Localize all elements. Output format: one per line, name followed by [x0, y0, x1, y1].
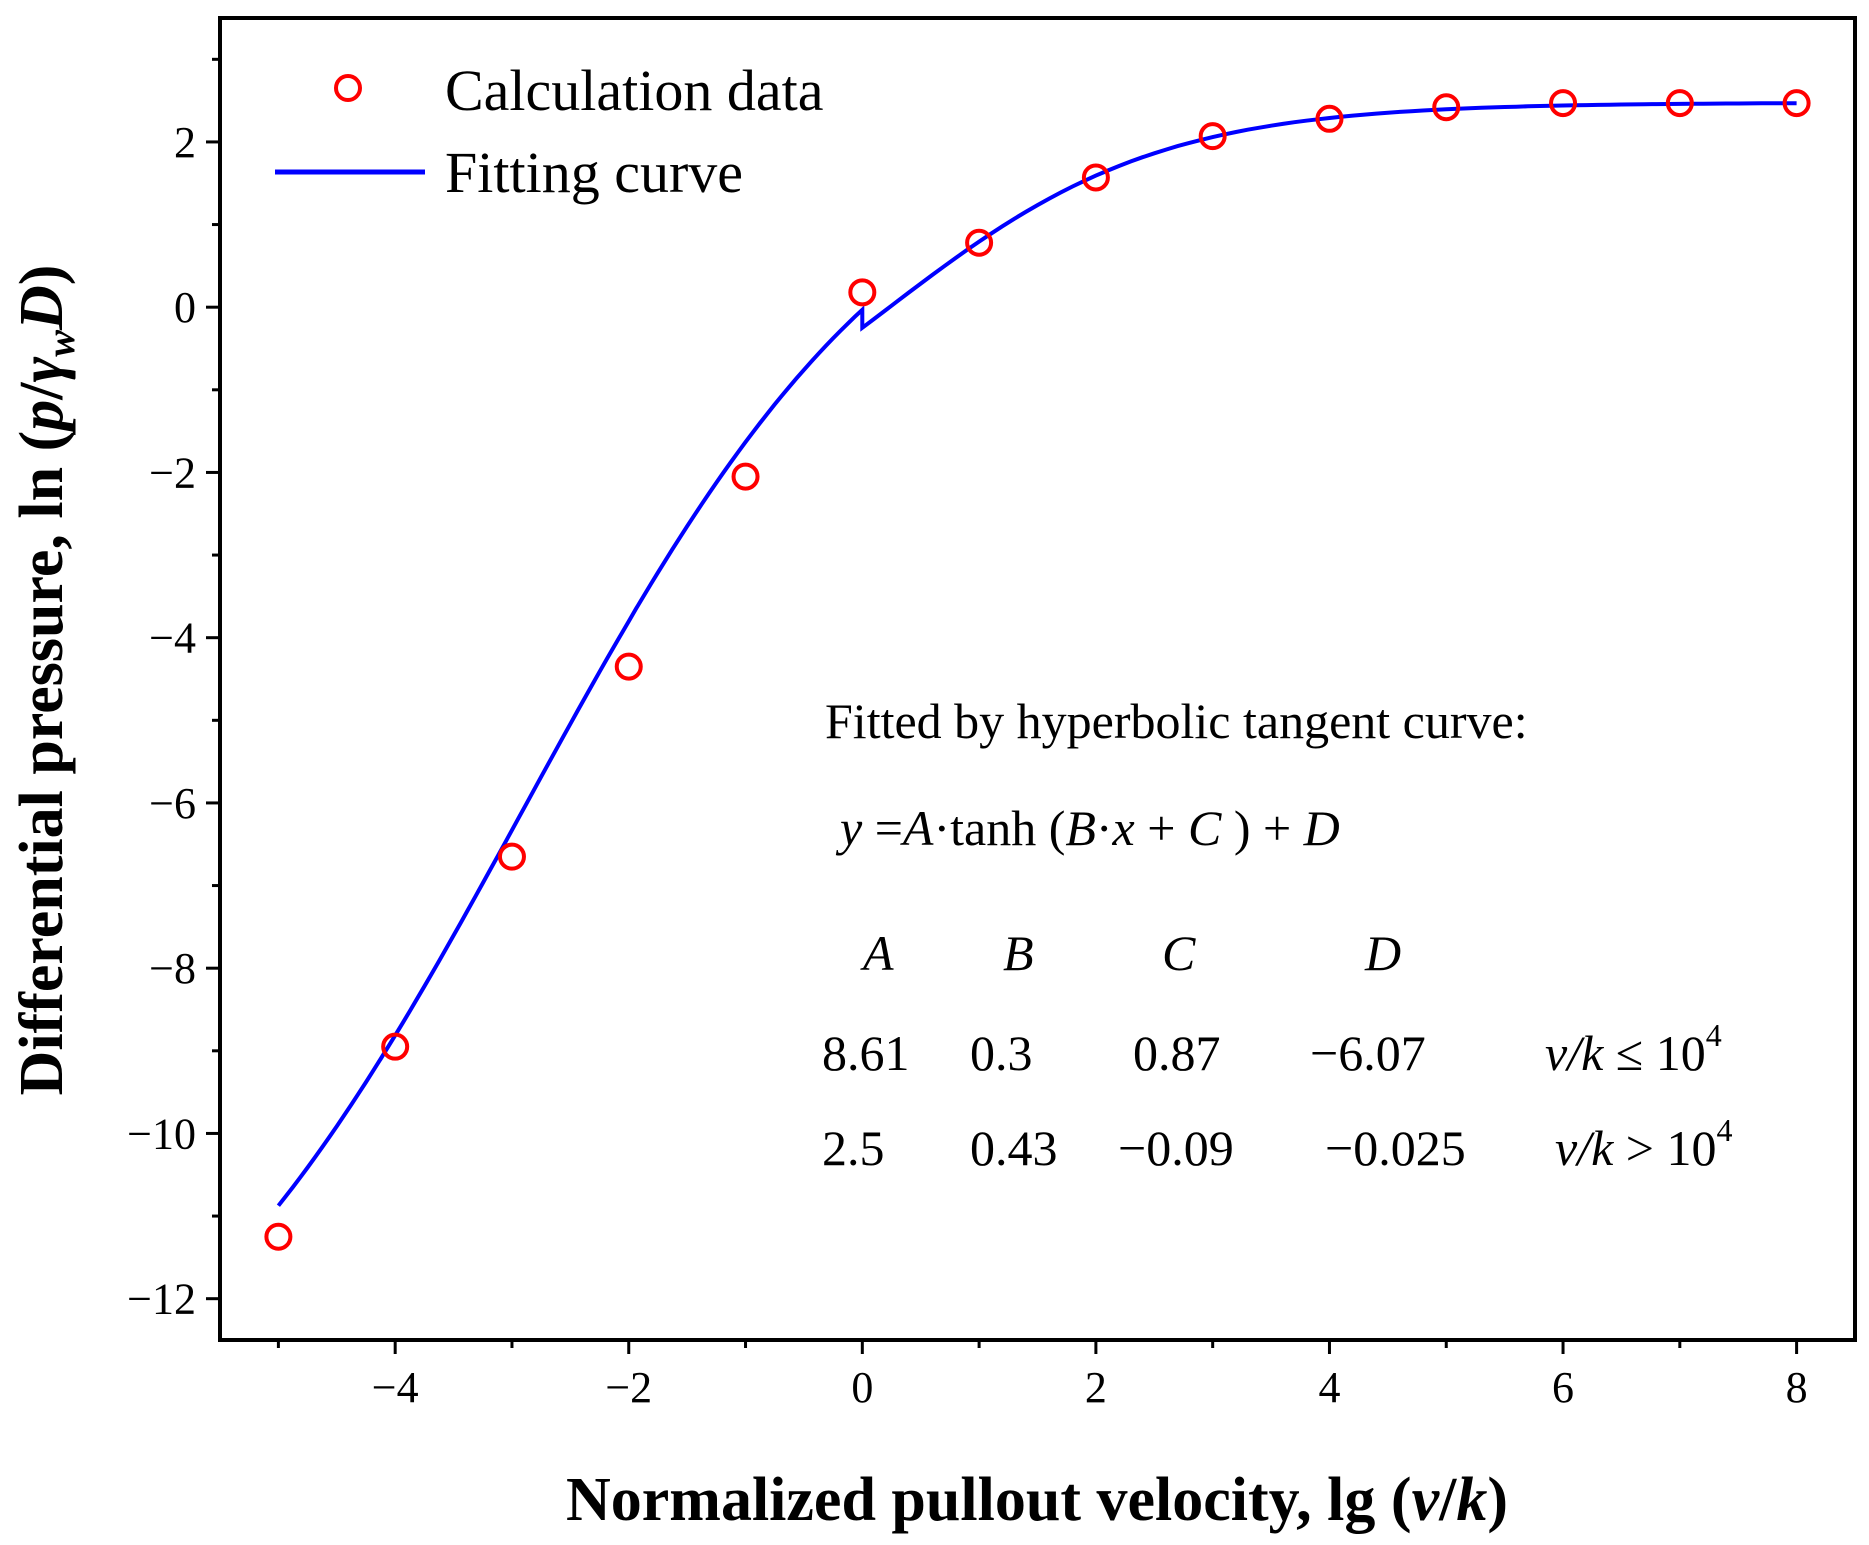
x-axis: −4 −2 0 2 4 6 8	[276, 1340, 1808, 1412]
eq-plus: +	[1135, 800, 1188, 856]
data-point	[497, 842, 526, 871]
row2-cond-op: > 10	[1613, 1120, 1716, 1176]
row1-cond-exp: 4	[1706, 1017, 1722, 1053]
row1-B: 0.3	[970, 1025, 1033, 1081]
y-title-sub: w	[38, 330, 83, 357]
data-point	[264, 1222, 293, 1251]
param-header-C: C	[1162, 925, 1196, 981]
y-tick-label: −10	[127, 1109, 196, 1158]
legend-marker-calculation-data	[334, 74, 362, 102]
y-tick-label: 2	[174, 118, 196, 167]
x-title-slash: /	[1438, 1466, 1457, 1534]
param-header-D: D	[1364, 925, 1401, 981]
y-tick-label: −2	[149, 448, 196, 497]
eq-tanh: ·tanh (	[933, 800, 1065, 856]
data-point	[1549, 89, 1578, 118]
y-axis: −12 −10 −8 −6 −4 −2 0 2	[127, 57, 220, 1324]
x-tick-label: −2	[605, 1363, 652, 1412]
eq-A: A	[900, 800, 934, 856]
x-tick-label: 2	[1085, 1363, 1107, 1412]
row1-condition: v/k ≤ 104	[1545, 1017, 1722, 1081]
data-point	[1198, 122, 1227, 151]
y-title-gamma: γ	[8, 356, 76, 382]
x-tick-label: −4	[372, 1363, 419, 1412]
y-tick-label: −6	[149, 779, 196, 828]
x-tick-label: 0	[851, 1363, 873, 1412]
x-tick-label: 4	[1318, 1363, 1340, 1412]
row2-C: −0.09	[1118, 1120, 1234, 1176]
row2-D: −0.025	[1325, 1120, 1466, 1176]
eq-x: x	[1112, 800, 1135, 856]
y-tick-label: −12	[127, 1275, 196, 1324]
row2-A: 2.5	[822, 1120, 885, 1176]
y-title-D: D	[8, 285, 76, 331]
y-tick-label: 0	[174, 283, 196, 332]
row1-C: 0.87	[1133, 1025, 1221, 1081]
row2-cond-var: v/k	[1555, 1120, 1614, 1176]
eq-C: C	[1188, 800, 1222, 856]
legend-label-fitting-curve: Fitting curve	[445, 140, 743, 205]
eq-y: y	[835, 800, 863, 856]
eq-close: ) +	[1221, 800, 1303, 856]
legend: Calculation data Fitting curve	[275, 58, 823, 205]
y-title-prefix: Differential pressure, ln (	[8, 431, 76, 1096]
eq-dot: ·	[1096, 800, 1113, 856]
calculation-data-points	[264, 89, 1811, 1251]
y-tick-label: −8	[149, 944, 196, 993]
data-point	[731, 462, 760, 491]
data-point	[1782, 89, 1811, 118]
y-axis-title: Differential pressure, ln (p/γwD)	[8, 265, 83, 1096]
param-header-B: B	[1003, 925, 1034, 981]
y-title-slash: /	[8, 382, 76, 401]
data-point	[965, 228, 994, 257]
x-title-v: v	[1412, 1466, 1441, 1534]
row2-condition: v/k > 104	[1555, 1112, 1732, 1176]
x-tick-label: 8	[1786, 1363, 1808, 1412]
data-point	[1081, 163, 1110, 192]
fit-annotation: Fitted by hyperbolic tangent curve: y =A…	[822, 693, 1732, 1176]
x-axis-title: Normalized pullout velocity, lg (v/k)	[566, 1466, 1508, 1534]
data-point	[1432, 93, 1461, 122]
y-title-suffix: )	[8, 265, 76, 286]
legend-label-calculation-data: Calculation data	[445, 58, 823, 123]
row2-cond-exp: 4	[1716, 1112, 1732, 1148]
row1-cond-op: ≤ 10	[1603, 1025, 1705, 1081]
row1-A: 8.61	[822, 1025, 910, 1081]
row1-cond-var: v/k	[1545, 1025, 1604, 1081]
x-title-prefix: Normalized pullout velocity, lg (	[566, 1466, 1412, 1534]
fitting-curve-line	[276, 101, 1797, 1207]
row2-B: 0.43	[970, 1120, 1058, 1176]
eq-D: D	[1303, 800, 1340, 856]
row1-D: −6.07	[1310, 1025, 1426, 1081]
data-point	[381, 1032, 410, 1061]
plot-frame	[218, 16, 1857, 1342]
x-tick-label: 6	[1552, 1363, 1574, 1412]
annotation-heading: Fitted by hyperbolic tangent curve:	[825, 693, 1528, 749]
x-title-suffix: )	[1487, 1466, 1508, 1534]
eq-eq: =	[862, 800, 903, 856]
data-point	[1665, 89, 1694, 118]
data-point	[1315, 104, 1344, 133]
data-point	[614, 652, 643, 681]
fit-equation: y =A·tanh (B·x + C ) + D	[835, 800, 1340, 856]
y-tick-label: −4	[149, 614, 196, 663]
x-title-k: k	[1456, 1466, 1487, 1534]
y-title-p: p	[8, 400, 76, 436]
param-header-A: A	[860, 925, 894, 981]
data-point	[848, 278, 877, 307]
eq-B: B	[1065, 800, 1096, 856]
